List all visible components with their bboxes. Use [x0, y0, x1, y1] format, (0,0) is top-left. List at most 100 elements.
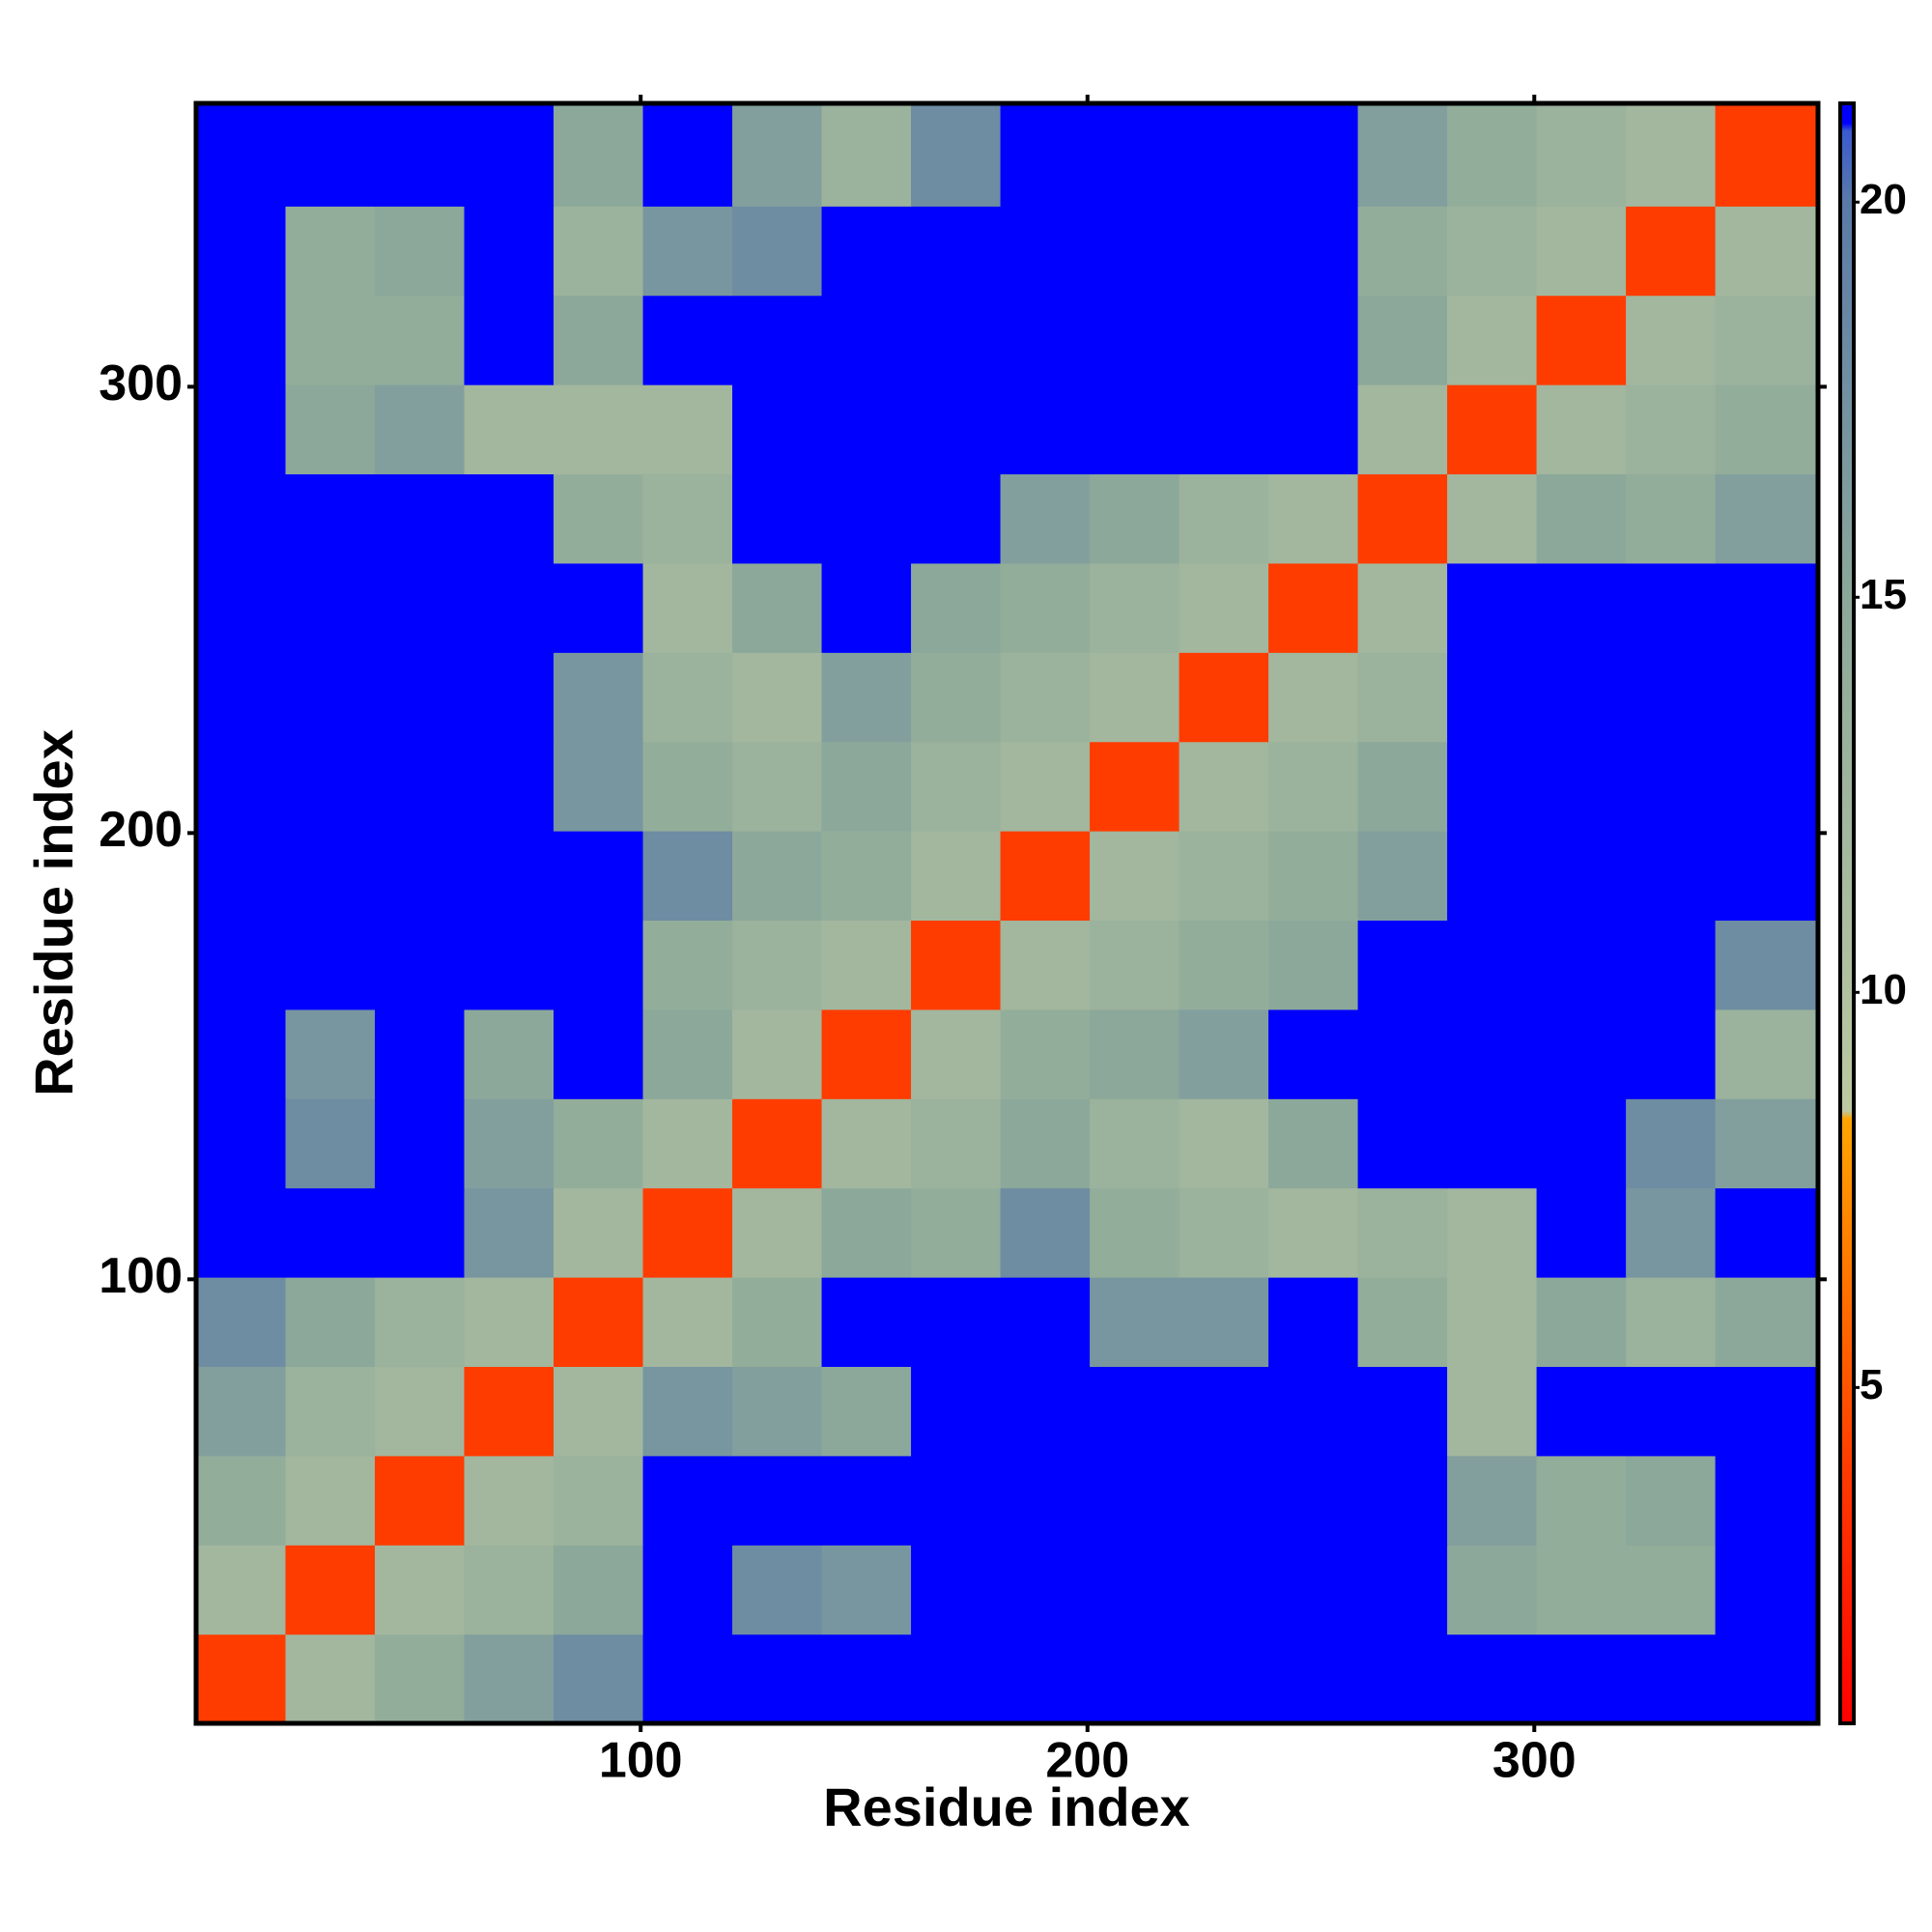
heatmap-cell — [642, 206, 733, 297]
heatmap-cell — [1000, 741, 1091, 832]
heatmap-cell — [196, 1009, 287, 1099]
heatmap-cell — [911, 562, 1002, 653]
heatmap-cell — [554, 1009, 644, 1099]
heatmap-cell — [1715, 741, 1819, 832]
heatmap-cell — [464, 206, 554, 297]
heatmap-cell — [1715, 1187, 1819, 1278]
heatmap-cell — [911, 103, 1002, 207]
heatmap-cell — [1536, 473, 1627, 564]
heatmap-cell — [464, 295, 554, 385]
heatmap-cell — [732, 103, 823, 207]
heatmap-cell — [1357, 1455, 1448, 1546]
heatmap-cell — [1626, 1634, 1717, 1724]
heatmap-cell — [1090, 206, 1180, 297]
heatmap-cell — [1268, 741, 1359, 832]
heatmap-cell — [285, 562, 376, 653]
heatmap-cell — [375, 562, 466, 653]
heatmap-cell — [464, 1187, 554, 1278]
heatmap-cell — [1536, 1277, 1627, 1368]
heatmap-cell — [821, 1366, 912, 1457]
heatmap-cell — [285, 1277, 376, 1368]
heatmap-cell — [375, 473, 466, 564]
heatmap-cell — [732, 1187, 823, 1278]
heatmap-cell — [1626, 473, 1717, 564]
heatmap-cell — [1715, 473, 1819, 564]
heatmap-cell — [1626, 1009, 1717, 1099]
heatmap-cell — [1090, 562, 1180, 653]
heatmap-cell — [464, 1009, 554, 1099]
heatmap-cell — [1626, 1545, 1717, 1635]
heatmap-cell — [375, 1187, 466, 1278]
colorbar-tick-label: 10 — [1860, 966, 1907, 1013]
heatmap-cell — [1626, 920, 1717, 1010]
heatmap-cell — [1000, 1187, 1091, 1278]
heatmap-cell — [285, 1098, 376, 1189]
heatmap-cell — [285, 384, 376, 475]
heatmap-cell — [1357, 741, 1448, 832]
heatmap-cell — [732, 473, 823, 564]
heatmap-cells — [196, 103, 1819, 1724]
heatmap-cell — [1536, 562, 1627, 653]
heatmap-cell — [375, 1634, 466, 1724]
heatmap-cell — [1447, 103, 1538, 207]
heatmap-cell — [285, 295, 376, 385]
heatmap-cell — [1357, 1545, 1448, 1635]
heatmap-cell — [821, 295, 912, 385]
heatmap-cell — [732, 206, 823, 297]
heatmap-cell — [1179, 1009, 1269, 1099]
heatmap-cell — [732, 295, 823, 385]
heatmap-cell — [285, 920, 376, 1010]
heatmap-cell — [554, 384, 644, 475]
heatmap-cell — [1626, 384, 1717, 475]
heatmap-cell — [1000, 1545, 1091, 1635]
heatmap-cell — [1268, 1277, 1359, 1368]
colorbar-tick-label: 20 — [1860, 176, 1907, 223]
heatmap-cell — [642, 103, 733, 207]
heatmap-cell — [375, 206, 466, 297]
heatmap-cell — [196, 1545, 287, 1635]
heatmap-cell — [1626, 1455, 1717, 1546]
heatmap-cell — [464, 473, 554, 564]
heatmap-cell — [375, 1098, 466, 1189]
heatmap-cell — [464, 103, 554, 207]
heatmap-cell — [1715, 1098, 1819, 1189]
heatmap-cell — [642, 473, 733, 564]
heatmap-cell — [1357, 652, 1448, 743]
axes: 100 200 300 100 200 300 5 10 15 20 — [99, 95, 1907, 1789]
heatmap-cell — [1536, 1009, 1627, 1099]
heatmap-cell — [642, 1366, 733, 1457]
heatmap-cell — [1179, 920, 1269, 1010]
heatmap-cell — [821, 652, 912, 743]
heatmap-cell — [464, 920, 554, 1010]
heatmap-cell — [1179, 741, 1269, 832]
heatmap-cell — [285, 1187, 376, 1278]
heatmap-cell — [196, 1366, 287, 1457]
heatmap-cell — [911, 1098, 1002, 1189]
heatmap-cell — [1357, 920, 1448, 1010]
heatmap-cell — [1536, 295, 1627, 385]
heatmap-cell — [1536, 1455, 1627, 1546]
heatmap-cell — [821, 206, 912, 297]
heatmap-cell — [1536, 652, 1627, 743]
heatmap-cell — [1357, 1009, 1448, 1099]
heatmap-cell — [642, 920, 733, 1010]
heatmap-cell — [285, 1545, 376, 1635]
heatmap-cell — [1715, 831, 1819, 922]
heatmap-cell — [196, 1098, 287, 1189]
heatmap-cell — [196, 920, 287, 1010]
heatmap-cell — [1268, 473, 1359, 564]
heatmap-cell — [1090, 384, 1180, 475]
heatmap-cell — [1000, 1366, 1091, 1457]
heatmap-cell — [554, 920, 644, 1010]
heatmap-cell — [1000, 1098, 1091, 1189]
heatmap-cell — [554, 1187, 644, 1278]
heatmap-cell — [1357, 103, 1448, 207]
heatmap-cell — [1357, 1366, 1448, 1457]
heatmap-cell — [1447, 1098, 1538, 1189]
heatmap-cell — [642, 562, 733, 653]
heatmap-cell — [821, 384, 912, 475]
heatmap-cell — [375, 384, 466, 475]
heatmap-cell — [285, 1455, 376, 1546]
heatmap-cell — [1179, 652, 1269, 743]
x-tick-label: 200 — [1045, 1733, 1129, 1789]
